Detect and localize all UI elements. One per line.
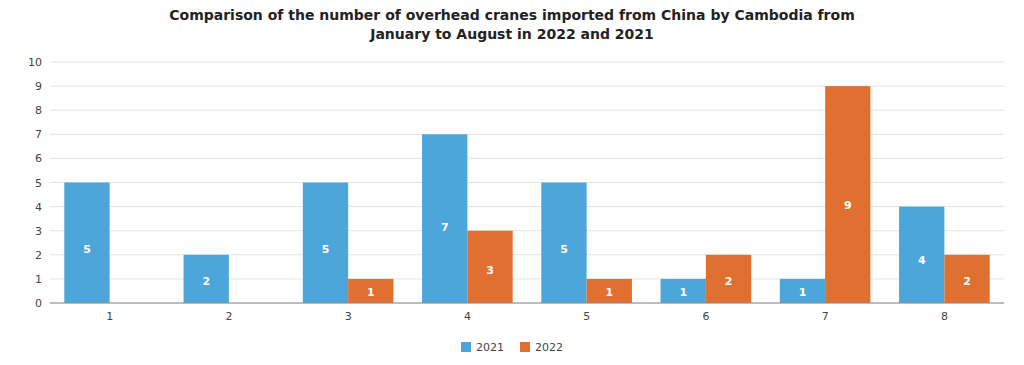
bar [303, 183, 348, 304]
y-tick-label: 10 [28, 56, 42, 69]
chart-title: Comparison of the number of overhead cra… [169, 7, 854, 42]
data-label: 5 [560, 243, 568, 256]
data-label: 1 [367, 286, 375, 299]
y-tick-label: 1 [35, 273, 42, 286]
data-labels: 5 2 5 7 5 1 1 4 1 3 1 2 9 2 [83, 199, 971, 299]
x-tick-label: 3 [345, 310, 352, 323]
legend-swatch [461, 342, 471, 352]
data-label: 1 [605, 286, 613, 299]
data-label: 5 [322, 243, 330, 256]
data-label: 2 [963, 275, 971, 288]
title-line: Comparison of the number of overhead cra… [169, 7, 854, 23]
data-label: 7 [441, 221, 449, 234]
bar [184, 255, 229, 303]
bar [780, 279, 825, 303]
y-tick-label: 9 [35, 80, 42, 93]
y-tick-label: 8 [35, 104, 42, 117]
x-tick-label: 1 [106, 310, 113, 323]
bars [64, 86, 989, 303]
grid-line [50, 303, 1004, 304]
title-line: January to August in 2022 and 2021 [369, 26, 654, 42]
bar [825, 86, 870, 303]
bar [587, 279, 632, 303]
bar [467, 231, 512, 303]
legend-label: 2021 [476, 341, 504, 354]
chart-container: Comparison of the number of overhead cra… [0, 0, 1024, 365]
x-tick-label: 6 [702, 310, 709, 323]
data-label: 1 [679, 286, 687, 299]
data-label: 2 [202, 275, 210, 288]
y-tick-label: 6 [35, 152, 42, 165]
bar [661, 279, 706, 303]
data-label: 2 [725, 275, 733, 288]
bar [348, 279, 393, 303]
chart-svg: Comparison of the number of overhead cra… [0, 0, 1024, 365]
x-tick-label: 2 [225, 310, 232, 323]
x-tick-label: 4 [464, 310, 471, 323]
legend-item: 2021 [461, 341, 504, 354]
legend: 2021 2022 [461, 341, 563, 354]
x-tick-label: 5 [583, 310, 590, 323]
x-tick-label: 7 [822, 310, 829, 323]
y-tick-label: 4 [35, 201, 42, 214]
y-tick-label: 5 [35, 177, 42, 190]
y-tick-label: 0 [35, 297, 42, 310]
y-grid [50, 62, 1004, 303]
bar [64, 183, 109, 304]
grid-line [50, 62, 1004, 63]
y-tick-label: 7 [35, 128, 42, 141]
bar [541, 183, 586, 304]
data-label: 9 [844, 199, 852, 212]
y-tick-label: 2 [35, 249, 42, 262]
data-label: 5 [83, 243, 91, 256]
bar [899, 207, 944, 303]
data-label: 1 [799, 286, 807, 299]
bar [944, 255, 989, 303]
data-label: 3 [486, 264, 494, 277]
data-label: 4 [918, 254, 926, 267]
legend-item: 2022 [520, 341, 563, 354]
legend-label: 2022 [535, 341, 563, 354]
bar [706, 255, 751, 303]
x-tick-label: 8 [941, 310, 948, 323]
x-axis-line [50, 303, 1004, 304]
legend-swatch [520, 342, 530, 352]
bar [422, 134, 467, 303]
y-tick-label: 3 [35, 225, 42, 238]
